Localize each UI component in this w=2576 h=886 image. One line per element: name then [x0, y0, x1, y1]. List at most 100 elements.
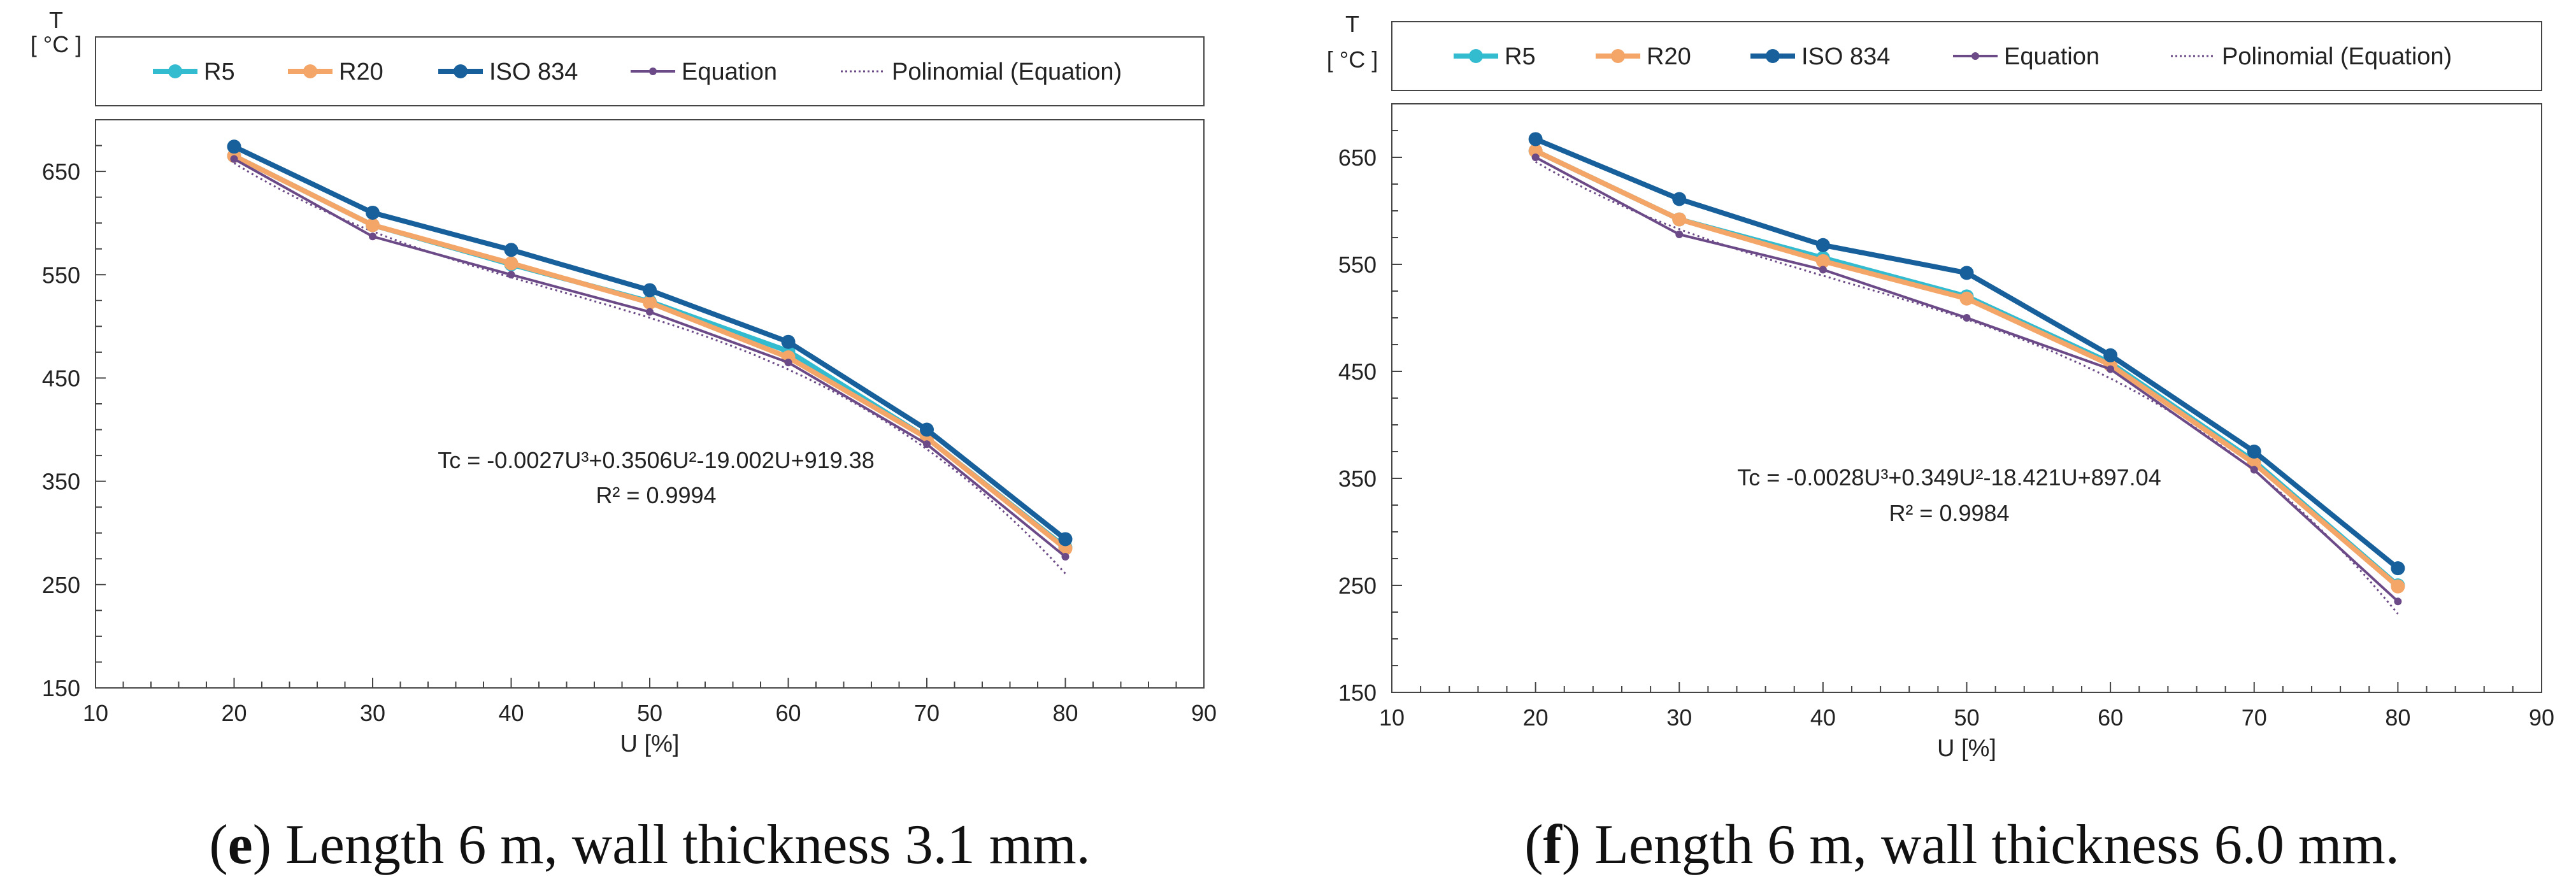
x-tick-label: 40	[498, 700, 524, 726]
x-tick-label: 50	[637, 700, 662, 726]
x-axis-label: U [%]	[1937, 735, 1996, 762]
point-equation	[1061, 553, 1070, 561]
x-tick-label: 80	[1052, 700, 1078, 726]
point-r20	[1528, 143, 1543, 158]
x-tick-label: 70	[2242, 704, 2267, 731]
y-tick-label: 650	[1338, 145, 1377, 171]
x-tick-label: 80	[2385, 704, 2410, 731]
point-equation	[2107, 365, 2115, 373]
y-axis-unit: [ °C ]	[1327, 46, 1378, 73]
r-squared-annotation: R² = 0.9984	[1889, 500, 2009, 526]
y-axis-label: T	[1345, 11, 1359, 37]
x-tick-label: 20	[1523, 704, 1549, 731]
x-tick-label: 50	[1954, 704, 1979, 731]
x-tick-label: 10	[83, 700, 108, 726]
x-tick-label: 40	[1810, 704, 1836, 731]
legend-marker-iso-834	[454, 64, 468, 78]
equation-annotation: Tc = -0.0028U³+0.349U²-18.421U+897.04	[1737, 464, 2161, 490]
plot-area	[1391, 103, 2542, 693]
legend-label-equation: Equation	[2004, 43, 2100, 70]
caption-f-text: ) Length 6 m, wall thickness 6.0 mm.	[1561, 814, 2400, 876]
point-equation	[2394, 597, 2402, 606]
point-iso-834	[227, 139, 241, 154]
caption-f-letter: f	[1543, 814, 1562, 876]
legend-label-r5: R5	[1505, 43, 1536, 70]
point-r20	[2391, 579, 2405, 594]
y-axis-unit: [ °C ]	[31, 31, 82, 57]
point-iso-834	[366, 205, 380, 220]
point-r20	[1672, 212, 1687, 227]
point-equation	[369, 232, 376, 241]
x-tick-label: 90	[1191, 700, 1217, 726]
point-r20	[1815, 254, 1830, 268]
point-r20	[366, 218, 380, 232]
point-iso-834	[504, 243, 519, 257]
y-tick-label: 250	[42, 572, 80, 598]
equation-annotation: Tc = -0.0027U³+0.3506U²-19.002U+919.38	[438, 447, 874, 473]
legend-label-polinomial: Polinomial (Equation)	[2222, 43, 2452, 70]
x-axis-label: U [%]	[620, 731, 680, 757]
legend-label-iso-834: ISO 834	[489, 59, 578, 85]
x-tick-label: 60	[775, 700, 801, 726]
legend-label-iso-834: ISO 834	[1801, 43, 1890, 70]
point-iso-834	[1058, 532, 1073, 547]
y-tick-label: 250	[1338, 573, 1377, 599]
point-equation	[646, 308, 654, 316]
legend-label-polinomial: Polinomial (Equation)	[892, 59, 1122, 85]
legend-marker-r20	[1611, 49, 1625, 63]
x-tick-label: 30	[1666, 704, 1692, 731]
legend-label-r5: R5	[204, 59, 235, 85]
x-tick-label: 20	[221, 700, 247, 726]
legend-label-r20: R20	[1647, 43, 1691, 70]
legend-marker-r20	[303, 64, 317, 78]
legend-marker-r5	[168, 64, 182, 78]
caption-e-letter: e	[227, 814, 253, 876]
point-iso-834	[2103, 348, 2118, 362]
legend-label-r20: R20	[339, 59, 383, 85]
point-iso-834	[643, 283, 657, 297]
caption-e: (e) Length 6 m, wall thickness 3.1 mm.	[209, 814, 1091, 876]
point-r20	[504, 256, 519, 271]
point-equation	[230, 155, 238, 163]
point-equation	[1819, 266, 1827, 274]
point-equation	[1531, 154, 1540, 161]
point-iso-834	[1959, 266, 1974, 280]
point-iso-834	[1672, 192, 1687, 206]
point-equation	[784, 359, 792, 367]
y-tick-label: 450	[1338, 359, 1377, 385]
x-tick-label: 90	[2529, 704, 2554, 731]
point-r20	[643, 296, 657, 310]
x-tick-label: 60	[2098, 704, 2123, 731]
point-iso-834	[920, 422, 934, 437]
chart-e: T[ °C ] R5 R20 ISO 834 Equation Polinomial (E…	[31, 7, 1217, 757]
legend-marker-iso-834	[1766, 49, 1780, 63]
point-iso-834	[1528, 132, 1543, 146]
point-equation	[507, 271, 515, 279]
y-tick-label: 350	[42, 469, 80, 495]
point-equation	[923, 440, 931, 448]
legend-marker-equation	[649, 68, 657, 75]
point-iso-834	[1815, 238, 1830, 252]
y-tick-label: 650	[42, 159, 80, 185]
x-tick-label: 30	[360, 700, 385, 726]
r-squared-annotation: R² = 0.9994	[596, 482, 716, 508]
point-iso-834	[2247, 445, 2261, 459]
legend-marker-r5	[1469, 49, 1483, 63]
plot-area	[95, 119, 1205, 689]
caption-e-text: ) Length 6 m, wall thickness 3.1 mm.	[252, 814, 1091, 876]
y-axis-label: T	[49, 7, 63, 33]
point-equation	[2250, 466, 2258, 474]
y-tick-label: 350	[1338, 466, 1377, 492]
point-iso-834	[781, 334, 796, 349]
chart-f: T [ °C ] R5 R20 ISO 834 Equation Polinomial (E…	[1327, 11, 2554, 762]
y-tick-label: 550	[42, 262, 80, 288]
y-tick-label: 150	[42, 675, 80, 701]
x-tick-label: 10	[1379, 704, 1405, 731]
point-equation	[1675, 230, 1684, 238]
point-iso-834	[2391, 561, 2405, 576]
point-equation	[1963, 314, 1971, 322]
caption-f: (f) Length 6 m, wall thickness 6.0 mm.	[1524, 814, 2400, 876]
y-tick-label: 450	[42, 365, 80, 391]
legend-marker-equation	[1971, 52, 1979, 60]
